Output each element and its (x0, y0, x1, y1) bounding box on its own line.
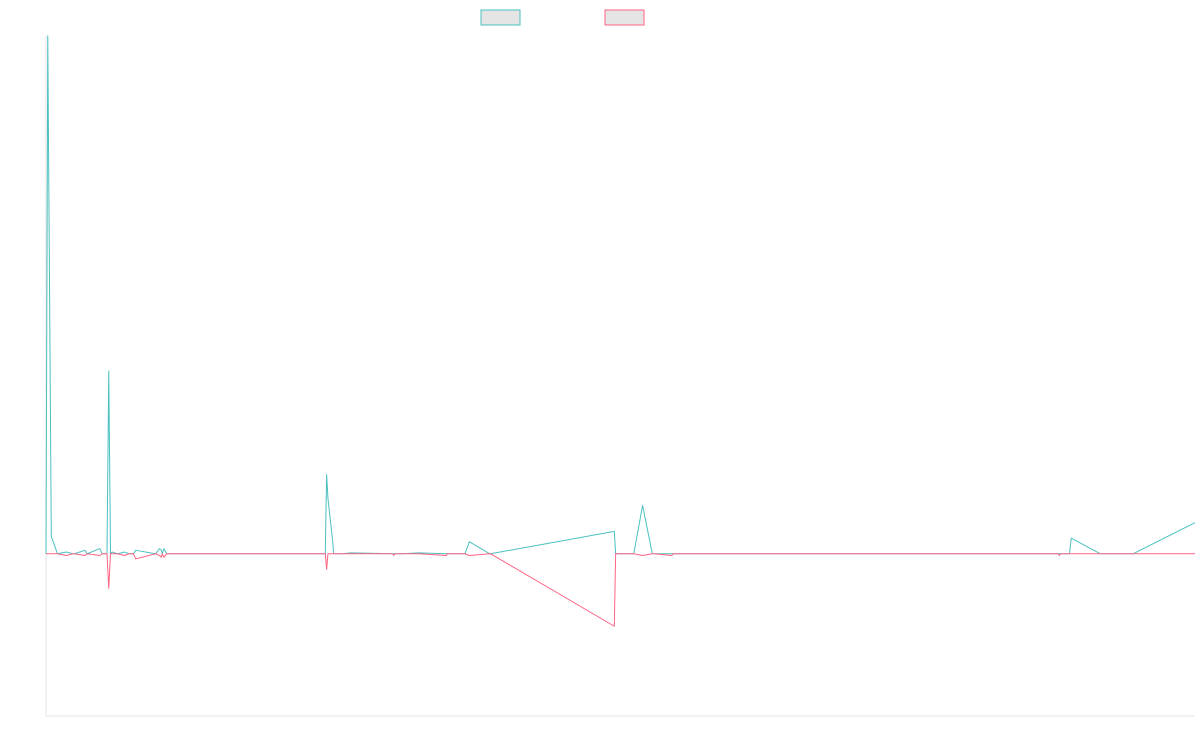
series-layer (45, 35, 1196, 627)
axes (45, 36, 1195, 717)
legend-swatch-2[interactable] (604, 9, 645, 26)
legend-item-2[interactable] (604, 9, 645, 26)
series-2-line (46, 553, 1195, 627)
legend-item-1[interactable] (480, 9, 521, 26)
legend (480, 9, 645, 26)
legend-swatch-1[interactable] (480, 9, 521, 26)
series-1-line (45, 35, 1196, 555)
